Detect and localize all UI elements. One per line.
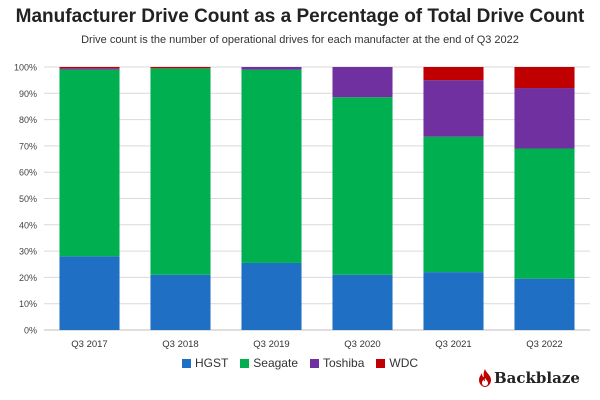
bar-segment-wdc <box>59 67 120 69</box>
legend-item-toshiba: Toshiba <box>310 356 364 370</box>
x-tick-label: Q3 2022 <box>526 339 562 350</box>
bar-segment-hgst <box>59 256 120 330</box>
bar-segment-wdc <box>514 67 575 89</box>
x-tick-label: Q3 2020 <box>344 339 380 350</box>
bar-segment-wdc <box>423 67 484 81</box>
y-tick-label: 30% <box>19 247 37 257</box>
legend-swatch <box>240 359 250 368</box>
bar-segment-toshiba <box>59 68 120 70</box>
legend-label: Toshiba <box>323 356 365 370</box>
bar-segment-toshiba <box>423 80 484 137</box>
legend-item-seagate: Seagate <box>240 356 298 370</box>
bar-segment-seagate <box>59 69 120 257</box>
y-tick-label: 20% <box>19 273 37 283</box>
y-tick-label: 60% <box>19 168 37 178</box>
y-tick-label: 100% <box>14 63 37 73</box>
bar-segment-seagate <box>423 136 484 273</box>
legend-swatch <box>310 359 319 368</box>
bar-segment-seagate <box>241 69 302 263</box>
legend-swatch <box>181 359 191 368</box>
x-tick-label: Q3 2018 <box>162 339 198 350</box>
x-tick-label: Q3 2021 <box>435 339 471 350</box>
bar-segment-seagate <box>514 148 575 279</box>
y-tick-label: 50% <box>19 194 37 204</box>
bar-segment-hgst <box>423 272 484 330</box>
bar-segment-toshiba <box>514 88 575 149</box>
bar-segment-toshiba <box>332 67 393 98</box>
bar-segment-hgst <box>332 274 393 330</box>
chart-legend: HGST Seagate Toshiba WDC <box>0 356 600 370</box>
bar-segment-wdc <box>150 67 211 69</box>
legend-label: WDC <box>389 356 419 370</box>
x-tick-label: Q3 2017 <box>71 339 107 350</box>
y-tick-label: 0% <box>24 326 37 336</box>
legend-label: HGST <box>194 356 229 370</box>
bar-segment-hgst <box>514 278 575 330</box>
y-tick-label: 10% <box>19 299 37 309</box>
y-tick-label: 80% <box>19 115 37 125</box>
y-tick-label: 70% <box>19 141 37 151</box>
bar-segment-hgst <box>241 262 302 330</box>
legend-swatch <box>376 359 386 368</box>
bar-segment-toshiba <box>241 67 302 70</box>
chart-title: Manufacturer Drive Count as a Percentage… <box>15 6 585 27</box>
x-tick-label: Q3 2019 <box>253 339 289 350</box>
y-tick-label: 40% <box>19 220 37 230</box>
brand-name: Backblaze <box>494 369 580 387</box>
bar-segment-seagate <box>332 97 393 275</box>
y-tick-label: 90% <box>19 89 37 99</box>
legend-label: Seagate <box>253 356 298 370</box>
bar-segment-seagate <box>150 68 211 275</box>
flame-icon <box>479 369 491 387</box>
legend-item-wdc: WDC <box>376 356 418 370</box>
chart-subtitle: Drive count is the number of operational… <box>81 34 519 46</box>
legend-item-hgst: HGST <box>181 356 229 370</box>
bar-segment-hgst <box>150 274 211 330</box>
